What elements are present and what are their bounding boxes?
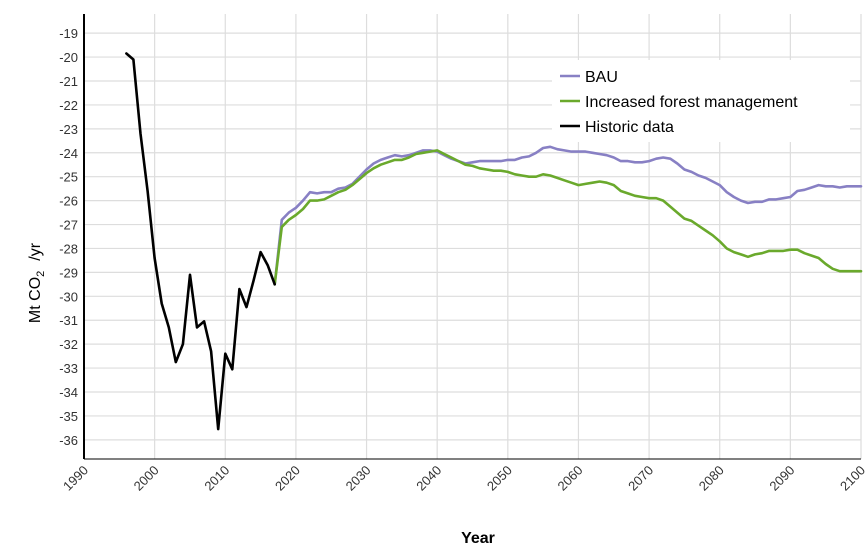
y-tick-label: -24 <box>59 146 78 161</box>
y-tick-label: -19 <box>59 26 78 41</box>
y-tick-label: -23 <box>59 122 78 137</box>
legend: BAU Increased forest management Historic d… <box>552 60 850 142</box>
y-axis-title-main: Mt CO <box>27 277 44 323</box>
x-axis-title: Year <box>461 530 495 547</box>
series-line-increased-forest-management <box>273 149 863 286</box>
y-tick-label: -26 <box>59 194 78 209</box>
y-tick-label: -27 <box>59 218 78 233</box>
y-tick-label: -33 <box>59 361 78 376</box>
y-axis-title-unit: /yr <box>27 242 44 260</box>
legend-label-bau: BAU <box>585 69 618 86</box>
y-tick-labels: -19 -20 -21 -22 -23 -24 -25 -26 -27 -28 -29 -30 -31 -… <box>59 26 78 448</box>
y-tick-label: -34 <box>59 385 78 400</box>
legend-label-historic-data: Historic data <box>585 119 674 136</box>
series-line-historic-data <box>125 52 276 431</box>
series-line-bau <box>273 145 863 286</box>
y-tick-label: -32 <box>59 337 78 352</box>
y-tick-label: -31 <box>59 313 78 328</box>
y-tick-label: -22 <box>59 98 78 113</box>
y-tick-label: -29 <box>59 265 78 280</box>
y-tick-label: -36 <box>59 433 78 448</box>
y-tick-label: -30 <box>59 289 78 304</box>
series-lines <box>125 52 863 431</box>
y-tick-label: -28 <box>59 241 78 256</box>
y-tick-label: -20 <box>59 50 78 65</box>
y-axis-title: Mt CO2/yr <box>27 242 47 323</box>
legend-background <box>552 60 850 142</box>
y-tick-label: -35 <box>59 409 78 424</box>
y-tick-label: -21 <box>59 74 78 89</box>
y-tick-label: -25 <box>59 170 78 185</box>
y-axis-title-subscript: 2 <box>35 271 47 277</box>
axes <box>83 14 861 460</box>
legend-label-increased-forest-management: Increased forest management <box>585 94 798 111</box>
